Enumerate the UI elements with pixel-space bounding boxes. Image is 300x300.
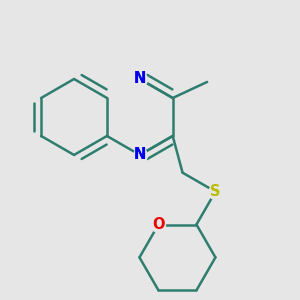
Text: O: O [152,217,165,232]
Text: N: N [134,148,146,163]
Text: N: N [134,148,146,163]
Text: N: N [134,71,146,86]
Text: S: S [210,184,221,199]
Text: N: N [134,71,146,86]
